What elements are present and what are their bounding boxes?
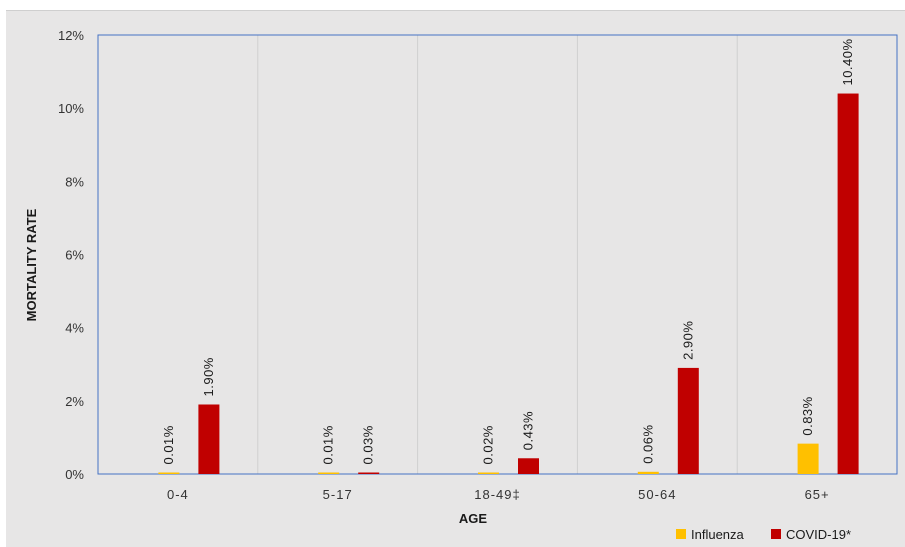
x-tick-label: 65+ bbox=[805, 487, 830, 502]
x-axis-title: AGE bbox=[459, 511, 488, 526]
data-labels: 0.01% 1.90% 0.01% 0.03% 0.02% 0.43% 0.06% 2.90%… bbox=[161, 38, 855, 464]
bar-influenza bbox=[637, 471, 659, 474]
data-label: 0.01% bbox=[321, 425, 336, 464]
y-tick-label: 6% bbox=[65, 248, 84, 263]
y-tick-label: 0% bbox=[65, 467, 84, 482]
y-tick-label: 4% bbox=[65, 321, 84, 336]
y-tick-label: 10% bbox=[58, 101, 84, 116]
bar-influenza bbox=[797, 443, 819, 474]
bar-covid-19- bbox=[677, 367, 699, 474]
legend-label: Influenza bbox=[691, 527, 745, 542]
data-label: 2.90% bbox=[680, 321, 695, 360]
bar-influenza bbox=[158, 472, 180, 474]
chart-panel bbox=[6, 10, 905, 547]
bar-covid-19- bbox=[198, 404, 220, 474]
x-axis-ticks: 0-4 5-17 18-49‡ 50-64 65+ bbox=[167, 487, 830, 502]
y-axis-title: MORTALITY RATE bbox=[24, 208, 39, 321]
data-label: 0.83% bbox=[800, 396, 815, 435]
bar-influenza bbox=[318, 472, 340, 474]
x-tick-label: 50-64 bbox=[638, 487, 676, 502]
legend-label: COVID-19* bbox=[786, 527, 851, 542]
data-label: 1.90% bbox=[201, 357, 216, 396]
bar-influenza bbox=[478, 472, 499, 474]
bar-covid-19- bbox=[837, 93, 859, 475]
y-axis-ticks: 0% 2% 4% 6% 8% 10% 12% bbox=[58, 28, 84, 482]
legend-swatch bbox=[676, 529, 686, 539]
legend: Influenza COVID-19* bbox=[676, 527, 851, 542]
bars bbox=[158, 93, 859, 475]
data-label: 0.43% bbox=[521, 411, 536, 450]
data-label: 0.03% bbox=[361, 425, 376, 464]
bar-covid-19- bbox=[358, 472, 380, 474]
y-tick-label: 2% bbox=[65, 394, 84, 409]
data-label: 10.40% bbox=[840, 38, 855, 85]
y-tick-label: 12% bbox=[58, 28, 84, 43]
data-label: 0.02% bbox=[481, 425, 496, 464]
x-tick-label: 18-49‡ bbox=[474, 487, 520, 502]
x-tick-label: 0-4 bbox=[167, 487, 189, 502]
y-tick-label: 8% bbox=[65, 174, 84, 189]
x-tick-label: 5-17 bbox=[323, 487, 353, 502]
bar-covid-19- bbox=[518, 458, 539, 474]
legend-swatch bbox=[771, 529, 781, 539]
data-label: 0.06% bbox=[640, 424, 655, 463]
data-label: 0.01% bbox=[161, 425, 176, 464]
